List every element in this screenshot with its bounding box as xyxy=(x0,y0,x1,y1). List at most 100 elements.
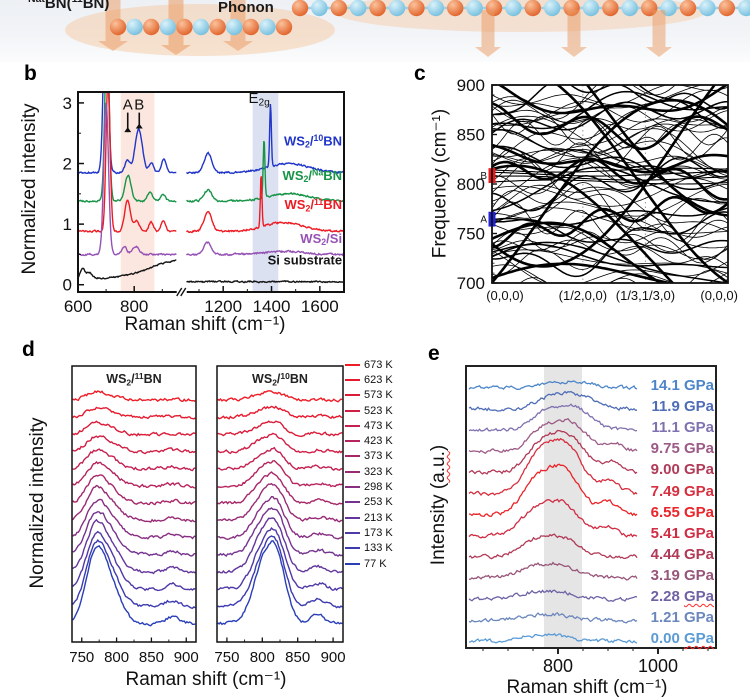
axis-break xyxy=(176,287,183,297)
spectrum-423K xyxy=(72,460,196,489)
spectrum-213K xyxy=(72,518,196,575)
legend-swatch xyxy=(345,378,360,381)
spectrum-0.00GPa xyxy=(468,632,638,644)
nitrogen-atom xyxy=(226,18,243,36)
pressure-value: 14.1 xyxy=(650,377,684,394)
spectrum-4.44GPa xyxy=(468,533,638,560)
panel-letter-b: b xyxy=(24,62,37,85)
e2g-annotation: E2g xyxy=(249,90,271,109)
plot-frame xyxy=(77,91,345,293)
ylabel-e-au: a.u. xyxy=(428,451,449,483)
axis-break xyxy=(180,287,187,297)
pressure-label: 1.21 GPa xyxy=(651,609,714,626)
pressure-unit: GPa xyxy=(683,503,714,521)
nitrogen-atom xyxy=(582,0,600,17)
legend-swatch xyxy=(345,531,360,534)
ylabel-e-prefix: Intensity ( xyxy=(428,482,449,566)
x-tick-label: 800 xyxy=(543,656,573,676)
spectrum-673K xyxy=(217,390,343,403)
spectrum-77K xyxy=(72,545,196,627)
x-tick-label: 1000 xyxy=(638,656,678,676)
series-label: Si substrate xyxy=(268,253,342,268)
xlabel-e: Raman shift (cm⁻¹) xyxy=(506,677,668,698)
y-tick-label: 3 xyxy=(63,94,72,113)
peak-annotation: A xyxy=(123,97,133,114)
spectrum-298K xyxy=(72,498,196,540)
y-tick-label: 850 xyxy=(457,126,485,145)
legend-swatch xyxy=(345,363,360,366)
panel-letter-e: e xyxy=(428,342,440,365)
x-tick-label: 750 xyxy=(69,649,94,666)
nitrogen-atom xyxy=(738,0,750,17)
legend-item: 77 K xyxy=(345,556,393,571)
plot-frame xyxy=(71,365,197,643)
legend-item: 213 K xyxy=(345,510,393,525)
chart-raman-substrates: WS2/10BN WS2/NaBN WS2/11BN WS2/Si Si substra… xyxy=(63,90,345,316)
boron-atom xyxy=(275,18,293,36)
atom-chain-art xyxy=(65,0,750,57)
legend-label: 623 K xyxy=(364,373,393,386)
nitrogen-atom xyxy=(621,0,638,17)
nitrogen-atom xyxy=(388,0,406,17)
phonon-arrow-icon xyxy=(561,10,587,57)
legend-label: 77 K xyxy=(364,557,387,570)
spectrum-373K xyxy=(217,471,343,506)
legend-label: 373 K xyxy=(364,450,393,463)
pressure-unit: GPa xyxy=(683,440,714,458)
spectrum-323K xyxy=(72,484,196,523)
peak-annotation: B xyxy=(134,97,144,114)
legend-label: 173 K xyxy=(364,526,393,539)
pressure-unit: GPa xyxy=(683,545,714,563)
mode-marker-label: B xyxy=(480,171,487,182)
legend-swatch xyxy=(345,409,360,412)
subplot-title: WS2/10BN xyxy=(252,371,308,387)
pressure-value: 9.75 xyxy=(650,440,684,458)
pressure-unit: GPa xyxy=(683,566,714,584)
pressure-label: 4.44 GPa xyxy=(651,546,714,563)
nitrogen-atom xyxy=(699,0,716,17)
chart-phonon-dispersion: 700 750 800 850 900 (0,0,0) (1/2,0,0) (1/3,1/3,… xyxy=(457,76,738,303)
legend-item: 523 K xyxy=(345,403,393,418)
legend-item: 573 K xyxy=(345,388,393,403)
highlight-band xyxy=(544,366,582,648)
nitrogen-atom xyxy=(427,0,444,17)
legend-swatch xyxy=(345,394,360,397)
panel-letter-d: d xyxy=(22,338,35,361)
spectrum-523K xyxy=(217,432,343,455)
spectrum-14.1GPa xyxy=(468,380,638,391)
spectrum-left xyxy=(78,102,177,257)
boron-atom xyxy=(369,0,386,17)
legend-label: 298 K xyxy=(364,481,393,494)
pressure-label: 14.1 GPa xyxy=(651,377,714,394)
legend-swatch xyxy=(345,470,360,473)
spectrum-left xyxy=(78,259,177,280)
y-tick-label: 1 xyxy=(63,215,72,234)
pressure-label: 9.00 GPa xyxy=(651,461,714,478)
spectrum-1.21GPa xyxy=(468,611,638,624)
pressure-label: 11.9 GPa xyxy=(651,398,714,415)
nitrogen-atom xyxy=(159,18,176,36)
pressure-value: 5.41 xyxy=(650,524,684,542)
boron-atom xyxy=(718,0,735,17)
legend-item: 673 K xyxy=(345,357,393,372)
subplot-title: WS2/11BN xyxy=(106,371,161,387)
pressure-spectra xyxy=(468,380,638,644)
legend-swatch xyxy=(345,562,360,565)
spectrum-right xyxy=(186,279,344,284)
x-tick-label: 750 xyxy=(214,649,239,666)
boron-atom xyxy=(447,0,464,17)
x-tick-label: 850 xyxy=(139,649,164,666)
spectrum-right xyxy=(185,241,344,257)
spectrum-left xyxy=(78,92,177,175)
spectrum-173K xyxy=(72,530,196,592)
boron-atom xyxy=(602,0,619,17)
spectrum-423K xyxy=(217,459,343,489)
pressure-value: 2.28 xyxy=(650,588,684,605)
series-label: WS2/Si xyxy=(300,231,342,247)
pressure-unit: GPa xyxy=(683,419,714,437)
legend-swatch xyxy=(345,424,360,427)
nitrogen-atom xyxy=(192,18,210,36)
phonon-label: Phonon xyxy=(218,0,274,16)
mode-marker-label: A xyxy=(480,215,487,226)
boron-atom xyxy=(109,18,127,36)
